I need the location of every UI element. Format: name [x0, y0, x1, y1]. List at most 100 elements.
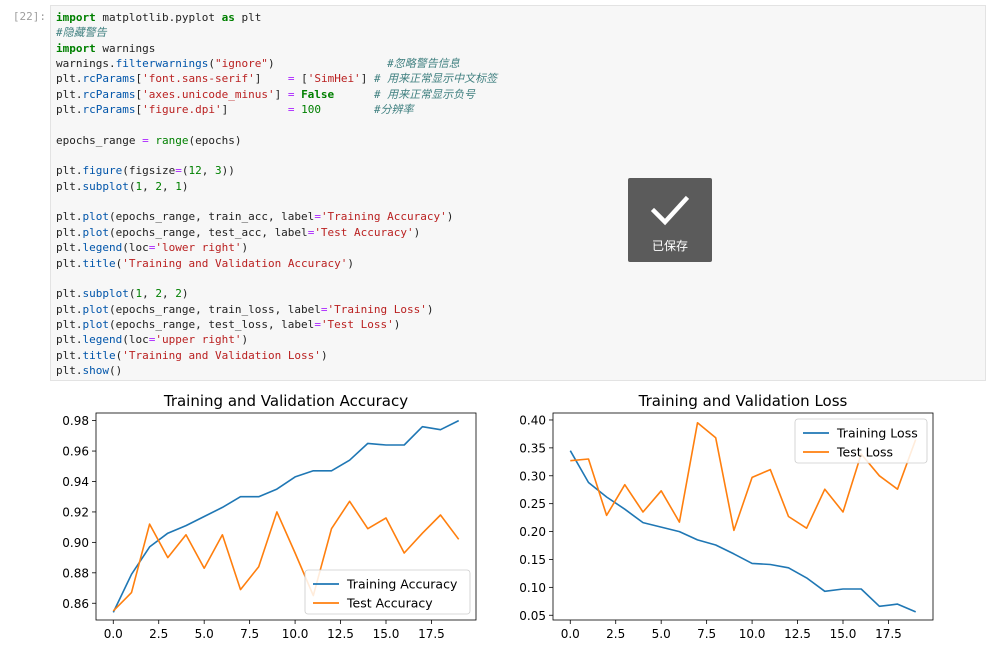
code-line: plt.plot(epochs_range, test_loss, label=…: [56, 317, 497, 332]
legend-label: Training Accuracy: [346, 577, 458, 592]
code-token: ,: [161, 179, 176, 193]
x-tick-label: 0.0: [104, 627, 123, 641]
code-token: ): [347, 256, 355, 270]
code-token: 'Test Loss': [320, 317, 394, 331]
code-token: plt.: [56, 210, 83, 224]
code-token: as: [221, 11, 235, 24]
code-token: =: [307, 225, 315, 239]
code-token: plt.: [56, 241, 83, 255]
code-token: (figsize: [122, 164, 176, 178]
x-tick-label: 5.0: [652, 627, 671, 641]
code-token: ,: [161, 287, 176, 301]
code-token: import: [56, 11, 96, 24]
code-token: [: [135, 103, 143, 117]
code-token: filterwarnings: [115, 57, 209, 71]
x-tick-label: 2.5: [149, 627, 168, 641]
code-token: plot: [82, 225, 110, 239]
code-line: plt.rcParams['axes.unicode_minus'] = Fal…: [56, 87, 497, 102]
code-token: 2: [155, 287, 162, 301]
legend: Training Accuracy Test Accuracy: [304, 569, 471, 615]
x-tick-label: 12.5: [784, 627, 811, 641]
code-token: =: [314, 317, 321, 331]
legend-box: [304, 569, 471, 615]
series-line: [570, 421, 917, 532]
code-token: [: [135, 72, 143, 86]
code-token: (epochs_range, train_loss, label: [109, 302, 321, 316]
code-token: plt.: [56, 103, 83, 117]
code-token: show: [82, 363, 110, 377]
code-token: (epochs): [188, 133, 242, 147]
code-token: ): [426, 302, 434, 316]
chart-title: Training and Validation Loss: [638, 392, 848, 410]
y-tick-label: 0.88: [62, 566, 89, 580]
code-token: False: [301, 87, 335, 101]
code-token: range: [155, 133, 189, 147]
x-tick-label: 0.0: [561, 627, 580, 641]
code-token: plt.: [56, 164, 83, 178]
code-token: ,: [142, 287, 156, 301]
code-token: ): [446, 210, 454, 224]
chart-title: Training and Validation Accuracy: [163, 392, 408, 410]
code-token: plt.: [56, 256, 83, 270]
code-token: "ignore": [214, 57, 268, 71]
y-tick-label: 0.94: [62, 475, 89, 489]
code-token: ): [320, 348, 328, 362]
code-token: [: [135, 87, 143, 101]
code-line: warnings.filterwarnings("ignore") #忽略警告信…: [56, 56, 497, 71]
code-token: 'Test Accuracy': [314, 225, 414, 239]
code-token: subplot: [82, 287, 129, 301]
saved-toast-label: 已保存: [651, 239, 688, 253]
code-token: (: [181, 164, 189, 178]
code-line: #隐藏警告: [56, 25, 497, 40]
legend-label: Test Accuracy: [346, 596, 433, 611]
code-line: [56, 117, 497, 132]
code-token: plt.: [56, 302, 83, 316]
code-token: plot: [82, 302, 110, 316]
y-tick-label: 0.10: [519, 581, 546, 595]
code-token: 'SimHei': [307, 72, 361, 86]
x-tick-label: 7.5: [697, 627, 716, 641]
code-token: 'figure.dpi': [142, 103, 222, 117]
code-token: (): [109, 363, 123, 377]
code-token: plt.: [56, 179, 83, 193]
code-token: ]: [221, 103, 288, 117]
code-line: plt.plot(epochs_range, train_loss, label…: [56, 302, 497, 317]
code-token: 1: [135, 287, 143, 301]
code-token: 3: [214, 164, 222, 178]
code-token: (epochs_range, test_loss, label: [109, 317, 315, 331]
code-line: [56, 271, 497, 286]
cell-output-figure: Training and Validation Accuracy 0.0 2.5 5.…: [62, 392, 934, 641]
code-token: =: [148, 333, 156, 347]
y-tick-label: 0.35: [519, 441, 546, 455]
code-token: #隐藏警告: [56, 26, 107, 40]
code-token: =: [142, 133, 149, 147]
code-token: title: [82, 348, 116, 362]
code-token: [: [294, 72, 308, 86]
code-editor[interactable]: import matplotlib.pyplot as plt #隐藏警告 impo…: [56, 10, 497, 378]
code-token: ): [181, 179, 189, 193]
legend-label: Training Loss: [836, 426, 918, 441]
code-token: (loc: [122, 241, 149, 255]
y-tick-label: 0.30: [519, 469, 546, 483]
code-token: plot: [82, 210, 110, 224]
code-cell[interactable]: import matplotlib.pyplot as plt #隐藏警告 impo…: [50, 5, 986, 381]
code-line: plt.legend(loc='upper right'): [56, 332, 497, 347]
accuracy-chart: Training and Validation Accuracy 0.0 2.5 5.…: [62, 392, 477, 641]
code-token: epochs_range: [56, 133, 143, 147]
code-token: rcParams: [82, 87, 136, 101]
code-token: warnings.: [56, 57, 116, 71]
code-line: plt.subplot(1, 2, 1): [56, 179, 497, 194]
x-tick-label: 5.0: [195, 627, 214, 641]
code-line: plt.rcParams['figure.dpi'] = 100 #分辨率: [56, 102, 497, 117]
code-token: =: [287, 87, 295, 101]
checkmark-icon: [651, 195, 689, 226]
cell-prompt: [22]:: [12, 10, 46, 23]
code-token: (: [115, 256, 123, 270]
code-token: 'Training and Validation Accuracy': [122, 256, 348, 270]
code-token: 1: [135, 179, 143, 193]
code-token: import: [56, 41, 96, 55]
code-token: # 用来正常显示负号: [373, 87, 476, 101]
code-token: 'font.sans-serif': [142, 72, 255, 86]
code-line: plt.figure(figsize=(12, 3)): [56, 163, 497, 178]
code-token: )): [221, 164, 235, 178]
